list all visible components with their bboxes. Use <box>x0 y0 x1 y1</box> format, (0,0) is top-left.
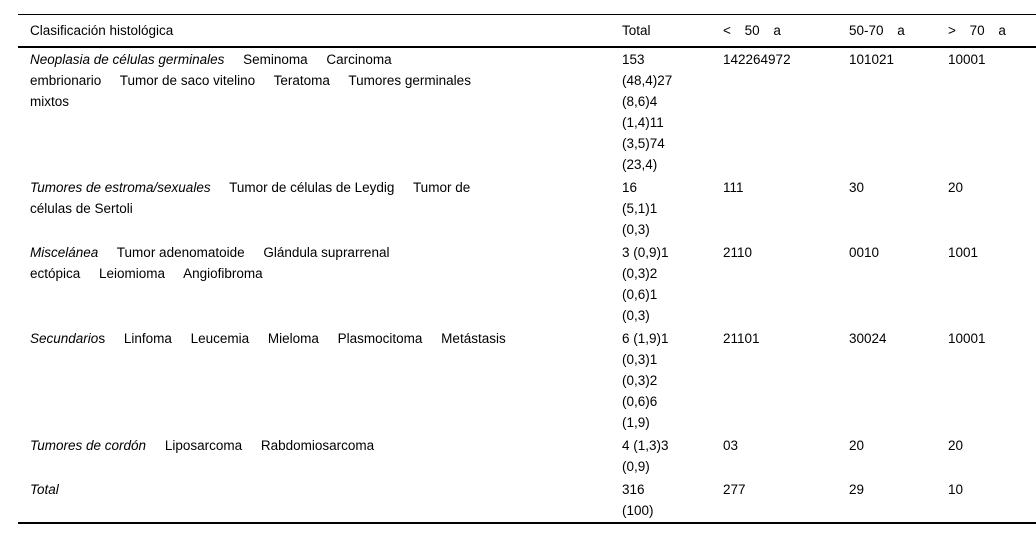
cell-50-70: 30 <box>849 180 865 195</box>
cell-50-70: 101021 <box>849 52 895 67</box>
cell-over-70: 20 <box>948 180 964 195</box>
cell-50-70: 0010 <box>849 245 880 260</box>
cell-under-50: 2110 <box>723 245 753 260</box>
subtypes-text: Liposarcoma Rabdomiosarcoma <box>146 438 375 453</box>
category-label: Total <box>30 482 59 497</box>
cell-over-70: 10 <box>948 482 964 497</box>
subtypes-text: s Linfoma Leucemia Mieloma Plasmocitoma … <box>98 331 506 346</box>
cell-under-50: 03 <box>723 438 739 453</box>
cell-classification: Tumores de estroma/sexuales Tumor de cél… <box>18 176 622 241</box>
cell-over-70: 10001 <box>948 331 986 346</box>
cell-classification: Neoplasia de células germinales Seminoma… <box>18 47 622 176</box>
cell-total: 3 (0,9)1 (0,3)2 (0,6)1 (0,3) <box>622 245 669 323</box>
cell-over-70: 10001 <box>948 52 986 67</box>
cell-total: 6 (1,9)1 (0,3)1 (0,3)2 (0,6)6 (1,9) <box>622 331 669 430</box>
table-row-miscelanea: Miscelánea Tumor adenomatoide Glándula s… <box>18 241 1036 327</box>
subtypes-text: Tumor adenomatoide Glándula suprarrenal … <box>30 245 390 281</box>
cell-50-70: 29 <box>849 482 865 497</box>
category-label: Tumores de cordón <box>30 438 147 453</box>
cell-over-70: 20 <box>948 438 964 453</box>
cell-under-50: 21101 <box>723 331 760 346</box>
col-header-over-70: > 70 a <box>948 23 1006 38</box>
table-row-total: Total 316 (100) 277 29 10 <box>18 478 1036 523</box>
cell-50-70: 30024 <box>849 331 887 346</box>
col-header-total: Total <box>622 23 651 38</box>
table-header-row: Clasificación histológica Total < 50 a 5… <box>18 15 1036 47</box>
table-row-cord-tumors: Tumores de cordón Liposarcoma Rabdomiosa… <box>18 434 1036 478</box>
category-label: Neoplasia de células germinales <box>30 52 225 67</box>
col-header-clasificacion-histologica: Clasificación histológica <box>30 23 174 38</box>
cell-under-50: 111 <box>723 180 744 195</box>
cell-total: 4 (1,3)3 (0,9) <box>622 438 669 474</box>
table-row-secundarios: Secundarios Linfoma Leucemia Mieloma Pla… <box>18 327 1036 434</box>
data-table: Clasificación histológica Total < 50 a 5… <box>18 14 1036 524</box>
category-label: Secundario <box>30 331 99 346</box>
cell-classification: Secundarios Linfoma Leucemia Mieloma Pla… <box>18 327 622 434</box>
table-row-germ-cell-neoplasia: Neoplasia de células germinales Seminoma… <box>18 47 1036 176</box>
col-header-50-70: 50-70 a <box>849 23 905 38</box>
cell-classification: Total <box>18 478 622 523</box>
cell-over-70: 1001 <box>948 245 979 260</box>
cell-under-50: 142264972 <box>723 52 791 67</box>
subtypes-text: Tumor de células de Leydig Tumor de célu… <box>30 180 471 216</box>
cell-50-70: 20 <box>849 438 865 453</box>
category-label: Tumores de estroma/sexuales <box>30 180 211 195</box>
cell-under-50: 277 <box>723 482 746 497</box>
cell-total: 16 (5,1)1 (0,3) <box>622 180 658 237</box>
cell-total: 316 (100) <box>622 482 654 518</box>
category-label: Miscelánea <box>30 245 99 260</box>
subtypes-text: Seminoma Carcinoma embrionario Tumor de … <box>30 52 471 109</box>
col-header-under-50: < 50 a <box>723 23 781 38</box>
histology-classification-table: Clasificación histológica Total < 50 a 5… <box>18 14 1036 524</box>
cell-total: 153 (48,4)27 (8,6)4 (1,4)11 (3,5)74 (23,… <box>622 52 673 172</box>
cell-classification: Tumores de cordón Liposarcoma Rabdomiosa… <box>18 434 622 478</box>
table-row-stromal-sexual-tumors: Tumores de estroma/sexuales Tumor de cél… <box>18 176 1036 241</box>
cell-classification: Miscelánea Tumor adenomatoide Glándula s… <box>18 241 622 327</box>
